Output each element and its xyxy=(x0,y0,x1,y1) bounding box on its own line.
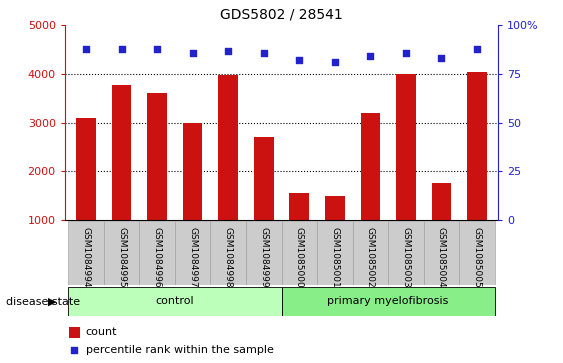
Bar xyxy=(317,221,352,285)
Bar xyxy=(282,221,317,285)
Point xyxy=(117,46,126,52)
Bar xyxy=(140,221,175,285)
Bar xyxy=(112,85,131,268)
Text: disease state: disease state xyxy=(6,297,80,307)
Text: GSM1085001: GSM1085001 xyxy=(330,227,339,287)
Text: GSM1085002: GSM1085002 xyxy=(366,227,375,287)
Text: GSM1085004: GSM1085004 xyxy=(437,227,446,287)
Text: control: control xyxy=(155,296,194,306)
Point xyxy=(259,50,268,56)
Bar xyxy=(289,193,309,268)
Point xyxy=(295,57,304,63)
Text: count: count xyxy=(86,327,117,337)
Bar xyxy=(246,221,282,285)
Bar xyxy=(352,221,388,285)
Bar xyxy=(432,183,451,268)
Bar xyxy=(388,221,423,285)
Bar xyxy=(77,118,96,268)
Bar xyxy=(211,221,246,285)
Text: GSM1084997: GSM1084997 xyxy=(188,227,197,287)
Point xyxy=(366,54,375,60)
Text: GSM1084996: GSM1084996 xyxy=(153,227,162,287)
Text: percentile rank within the sample: percentile rank within the sample xyxy=(86,345,274,355)
Bar xyxy=(218,76,238,268)
Text: GSM1084994: GSM1084994 xyxy=(82,227,91,287)
Bar xyxy=(254,137,274,268)
Bar xyxy=(183,122,203,268)
Bar xyxy=(467,72,486,268)
Bar xyxy=(69,327,80,338)
Bar xyxy=(68,287,282,316)
Text: GSM1085000: GSM1085000 xyxy=(295,227,304,287)
Point xyxy=(472,46,481,52)
Title: GDS5802 / 28541: GDS5802 / 28541 xyxy=(220,8,343,21)
Text: ▶: ▶ xyxy=(48,297,57,307)
Text: primary myelofibrosis: primary myelofibrosis xyxy=(328,296,449,306)
Bar xyxy=(360,113,380,268)
Bar xyxy=(148,93,167,268)
Bar xyxy=(396,74,415,268)
Point xyxy=(401,50,410,56)
Point xyxy=(224,48,233,54)
Point xyxy=(364,256,373,262)
Bar xyxy=(459,221,495,285)
Bar xyxy=(175,221,211,285)
Point xyxy=(330,60,339,65)
Text: GSM1084998: GSM1084998 xyxy=(224,227,233,287)
Point xyxy=(437,56,446,61)
Bar xyxy=(325,196,345,268)
Text: GSM1084995: GSM1084995 xyxy=(117,227,126,287)
Text: GSM1085003: GSM1085003 xyxy=(401,227,410,287)
Bar xyxy=(423,221,459,285)
Bar xyxy=(68,221,104,285)
Text: GSM1084999: GSM1084999 xyxy=(259,227,268,287)
Bar xyxy=(282,287,495,316)
Point xyxy=(188,50,197,56)
Bar xyxy=(104,221,140,285)
Point xyxy=(82,46,91,52)
Text: GSM1085005: GSM1085005 xyxy=(472,227,481,287)
Point xyxy=(153,46,162,52)
